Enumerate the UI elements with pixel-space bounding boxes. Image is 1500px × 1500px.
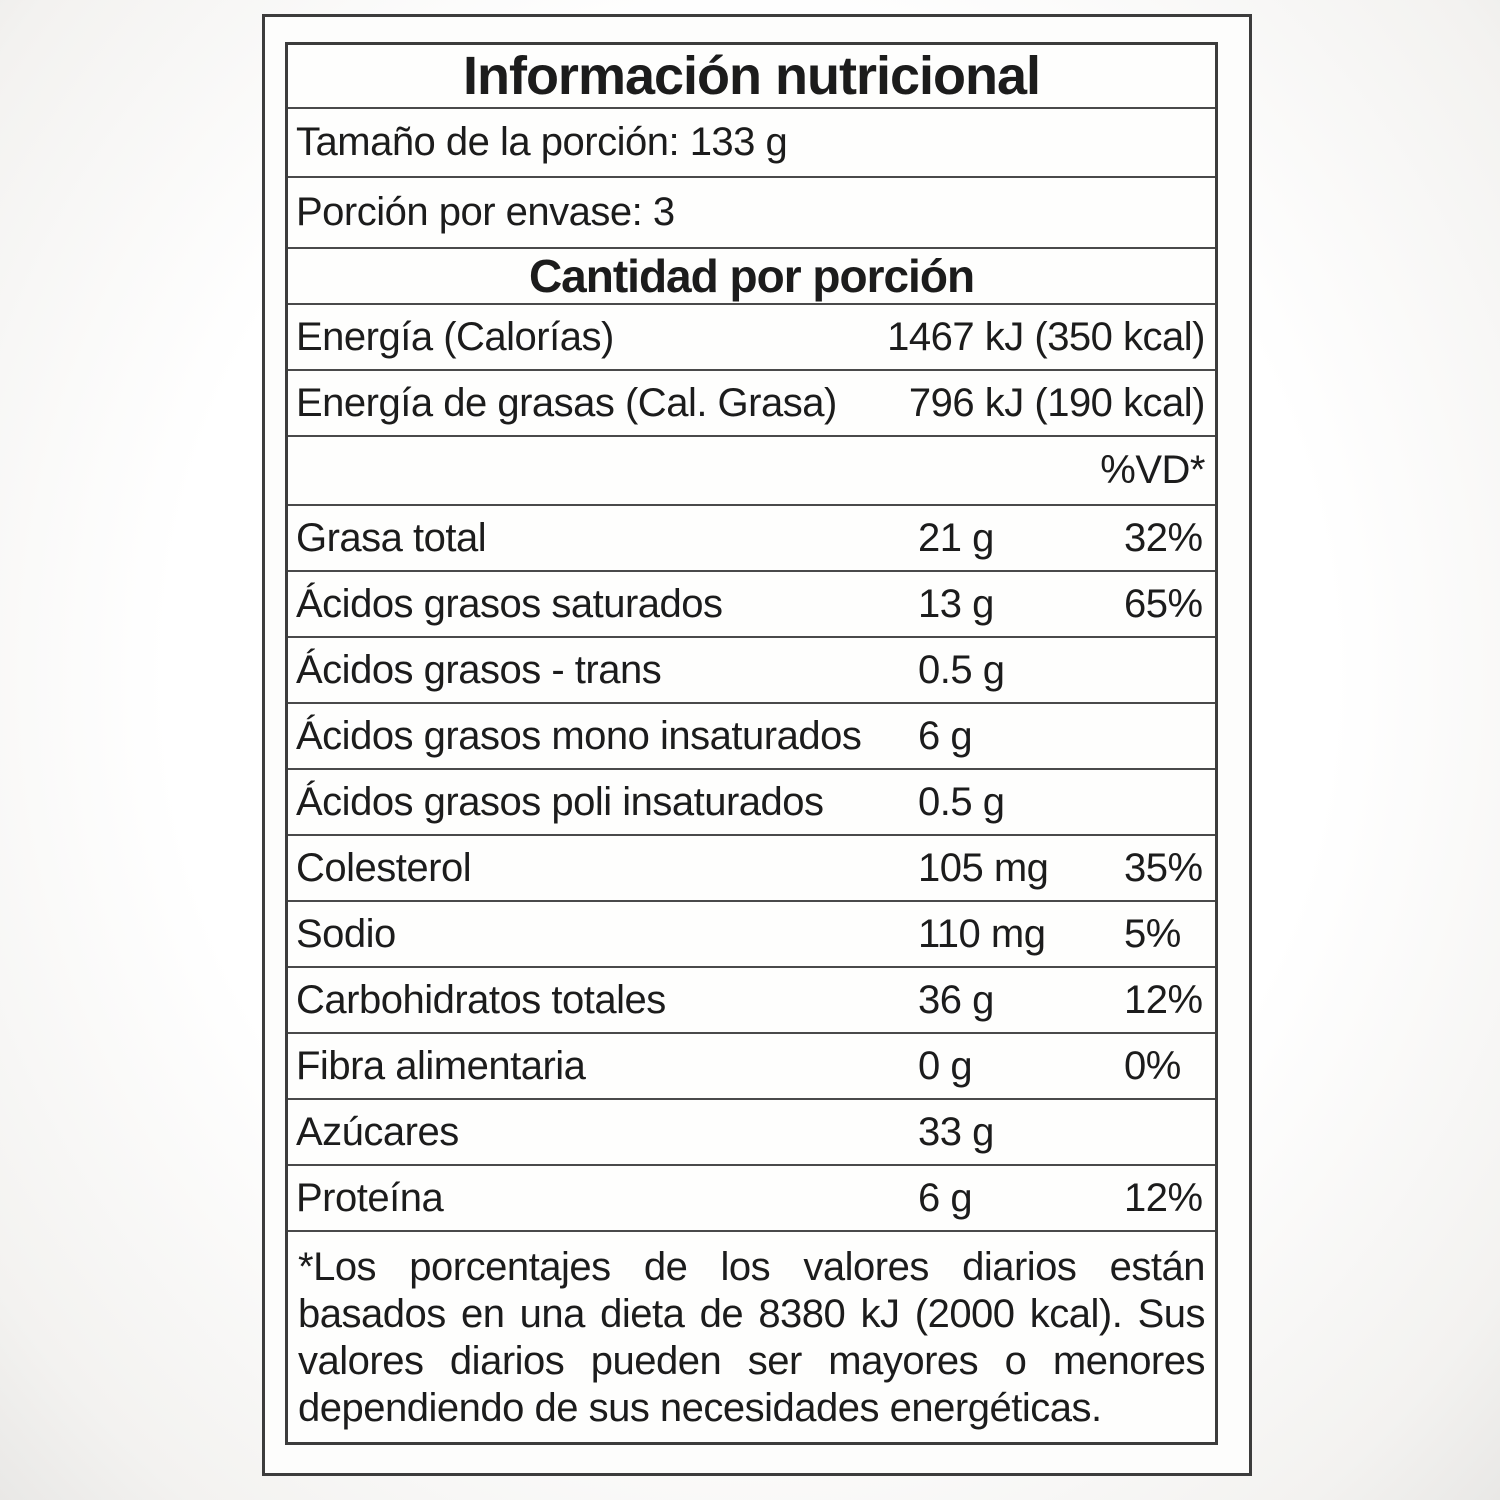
servings-per-container-row: Porción por envase: 3 xyxy=(288,176,1215,247)
nutrient-amount: 13 g xyxy=(918,581,994,626)
nutrient-row-cholesterol: Colesterol 105 mg 35% xyxy=(288,834,1215,900)
energy-fat-row: Energía de grasas (Cal. Grasa) 796 kJ (1… xyxy=(288,369,1215,435)
nutrient-row-sodium: Sodio 110 mg 5% xyxy=(288,900,1215,966)
amount-per-serving-header: Cantidad por porción xyxy=(528,250,975,302)
nutrient-amount: 0.5 g xyxy=(918,779,1005,824)
energy-value: 1467 kJ (350 kcal) xyxy=(887,314,1205,359)
nutrient-row-sugars: Azúcares 33 g xyxy=(288,1098,1215,1164)
nutrient-amount: 33 g xyxy=(918,1109,994,1154)
daily-value-column-header: %VD* xyxy=(1100,448,1205,492)
label-title-row: Información nutricional xyxy=(288,45,1215,107)
nutrient-name: Grasa total xyxy=(296,515,487,560)
nutrient-row-saturated-fat: Ácidos grasos saturados 13 g 65% xyxy=(288,570,1215,636)
nutrient-dv: 35% xyxy=(1124,845,1203,890)
nutrient-name: Sodio xyxy=(296,911,396,956)
nutrient-row-polyunsaturated-fat: Ácidos grasos poli insaturados 0.5 g xyxy=(288,768,1215,834)
nutrient-name: Carbohidratos totales xyxy=(296,977,666,1022)
amount-per-serving-header-row: Cantidad por porción xyxy=(288,247,1215,303)
energy-name: Energía (Calorías) xyxy=(296,314,614,359)
nutrient-dv: 65% xyxy=(1124,581,1203,626)
nutrient-dv: 5% xyxy=(1124,911,1181,956)
nutrient-dv: 0% xyxy=(1124,1043,1181,1088)
nutrient-name: Ácidos grasos poli insaturados xyxy=(296,779,824,824)
nutrient-amount: 6 g xyxy=(918,713,973,758)
nutrition-label: Información nutricional Tamaño de la por… xyxy=(262,14,1252,1476)
nutrient-amount: 0.5 g xyxy=(918,647,1005,692)
nutrient-amount: 105 mg xyxy=(918,845,1049,890)
footnote-row: *Los porcentajes de los valores diarios … xyxy=(288,1230,1215,1442)
nutrient-amount: 6 g xyxy=(918,1175,973,1220)
nutrient-row-total-carbohydrate: Carbohidratos totales 36 g 12% xyxy=(288,966,1215,1032)
nutrient-name: Ácidos grasos mono insaturados xyxy=(296,713,862,758)
label-title: Información nutricional xyxy=(462,46,1041,106)
serving-size-row: Tamaño de la porción: 133 g xyxy=(288,107,1215,176)
nutrient-row-protein: Proteína 6 g 12% xyxy=(288,1164,1215,1230)
nutrient-row-total-fat: Grasa total 21 g 32% xyxy=(288,504,1215,570)
nutrient-name: Ácidos grasos - trans xyxy=(296,647,662,692)
nutrient-dv: 12% xyxy=(1124,977,1203,1022)
nutrient-name: Proteína xyxy=(296,1175,444,1220)
nutrient-name: Azúcares xyxy=(296,1109,459,1154)
serving-size-text: Tamaño de la porción: 133 g xyxy=(296,120,788,164)
energy-fat-name: Energía de grasas (Cal. Grasa) xyxy=(296,380,837,425)
nutrient-amount: 0 g xyxy=(918,1043,973,1088)
energy-row: Energía (Calorías) 1467 kJ (350 kcal) xyxy=(288,303,1215,369)
nutrient-name: Fibra alimentaria xyxy=(296,1043,586,1088)
nutrition-table: Información nutricional Tamaño de la por… xyxy=(285,42,1218,1445)
nutrient-name: Colesterol xyxy=(296,845,472,890)
nutrient-row-dietary-fiber: Fibra alimentaria 0 g 0% xyxy=(288,1032,1215,1098)
nutrient-dv: 12% xyxy=(1124,1175,1203,1220)
nutrient-amount: 21 g xyxy=(918,515,994,560)
nutrient-dv: 32% xyxy=(1124,515,1203,560)
nutrient-row-trans-fat: Ácidos grasos - trans 0.5 g xyxy=(288,636,1215,702)
energy-fat-value: 796 kJ (190 kcal) xyxy=(908,380,1206,425)
daily-value-header-row: %VD* xyxy=(288,435,1215,504)
daily-value-footnote: *Los porcentajes de los valores diarios … xyxy=(298,1245,1206,1430)
nutrient-name: Ácidos grasos saturados xyxy=(296,581,723,626)
servings-per-container-text: Porción por envase: 3 xyxy=(296,190,675,234)
nutrient-amount: 36 g xyxy=(918,977,994,1022)
nutrient-amount: 110 mg xyxy=(918,911,1046,956)
nutrient-row-monounsaturated-fat: Ácidos grasos mono insaturados 6 g xyxy=(288,702,1215,768)
